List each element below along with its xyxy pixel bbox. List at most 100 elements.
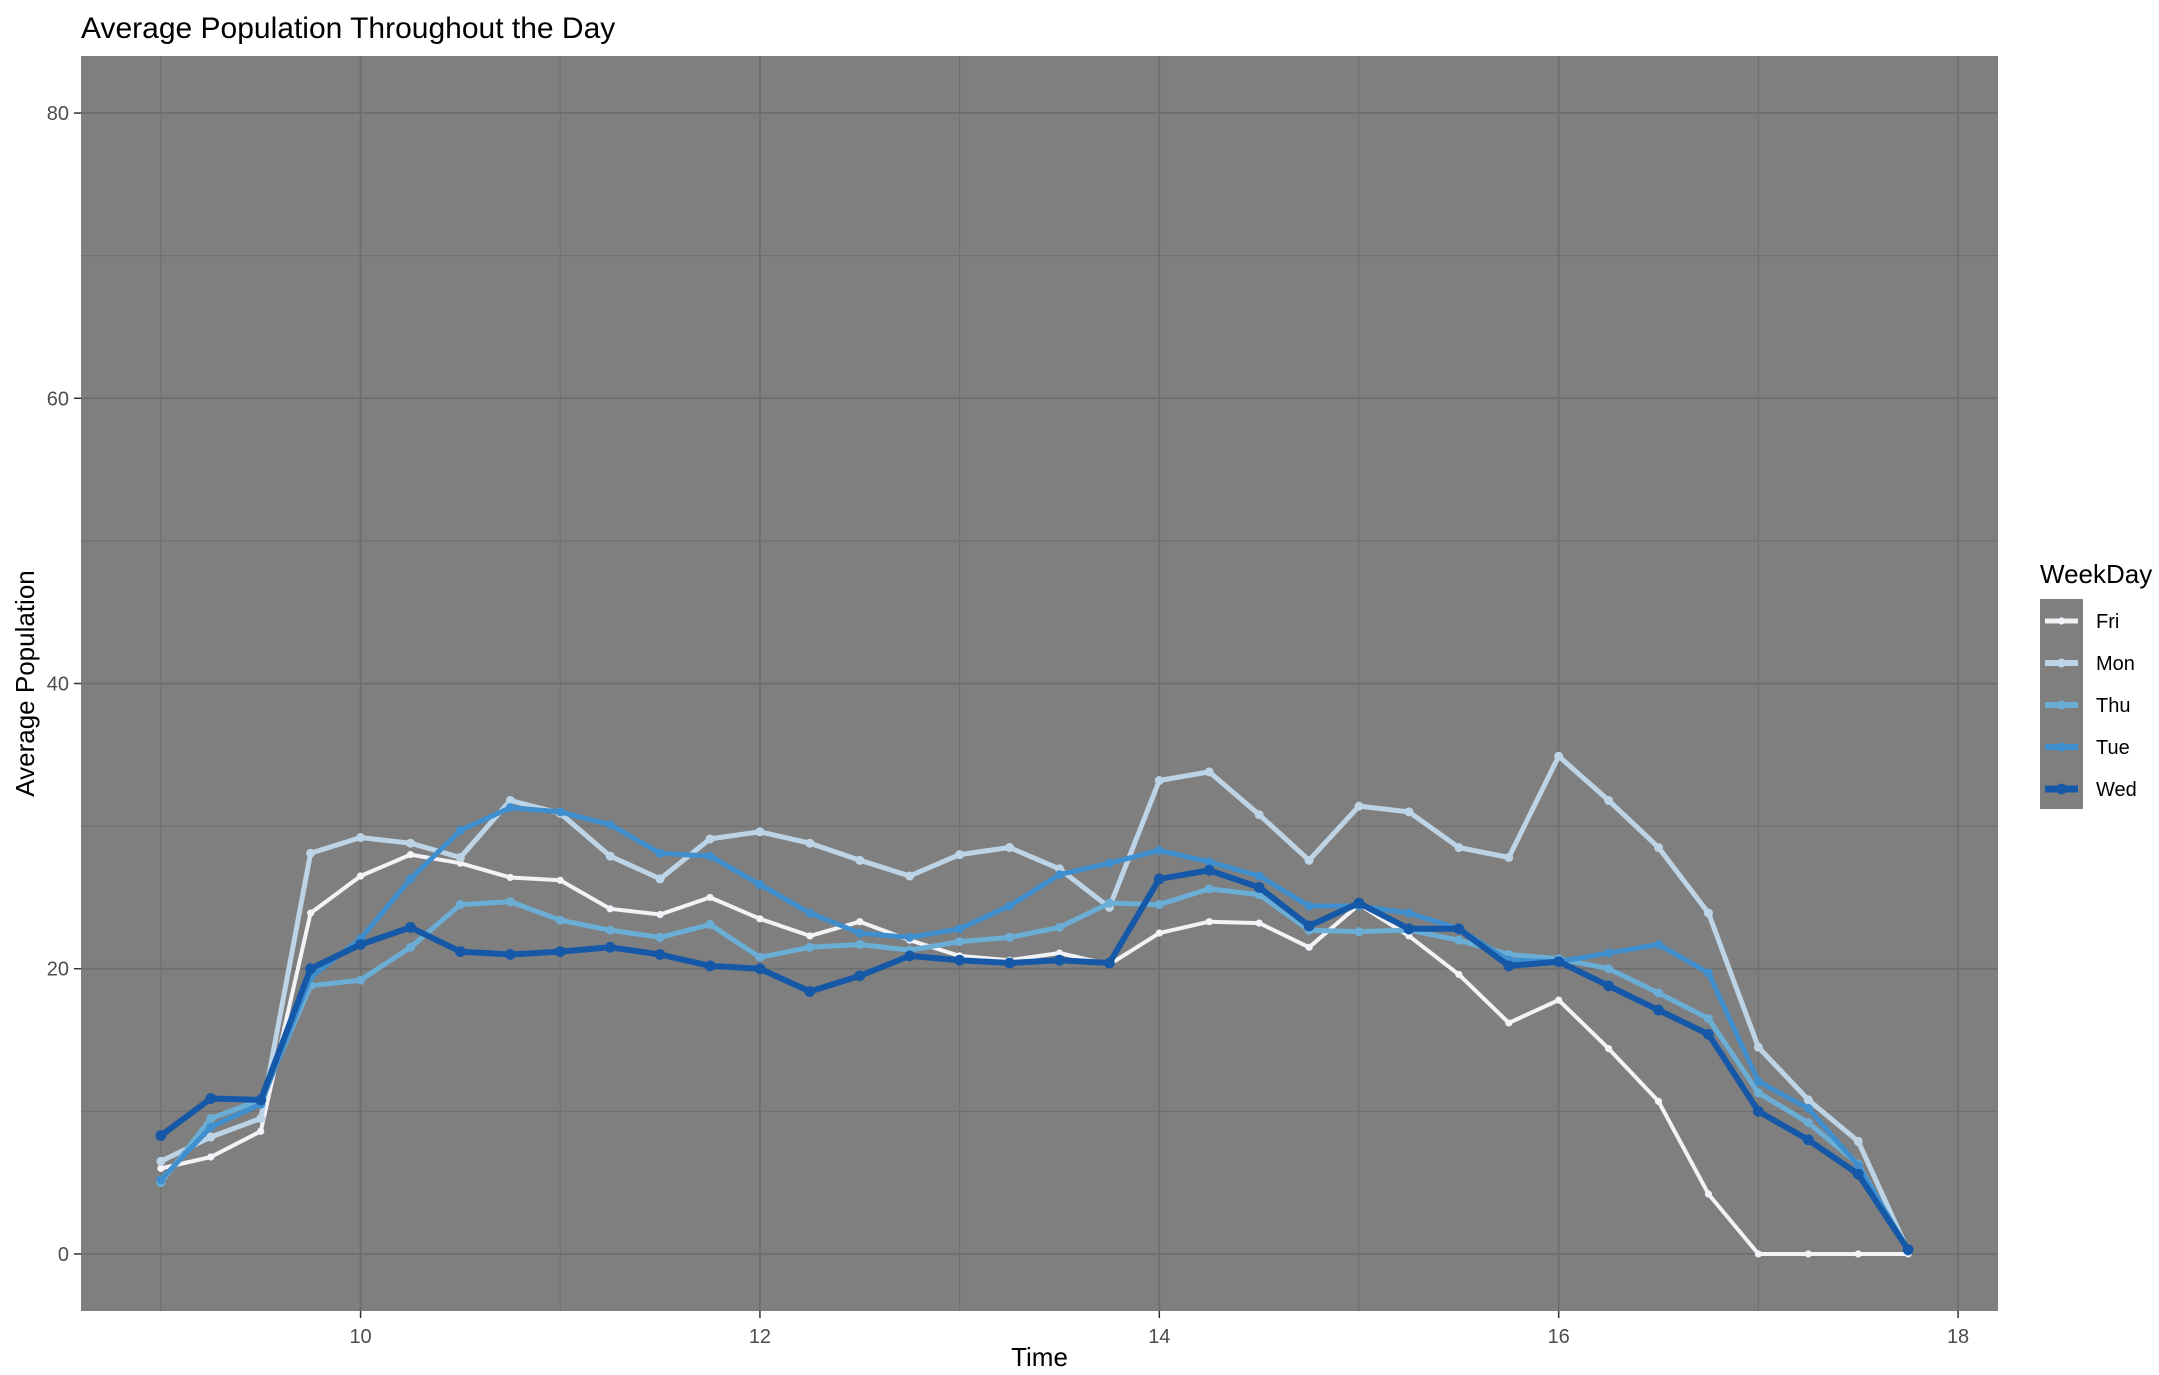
data-point-wed — [1103, 957, 1115, 969]
data-point-mon — [855, 855, 865, 865]
data-point-tue — [605, 820, 615, 830]
data-point-wed — [1153, 873, 1165, 885]
data-point-wed — [554, 946, 566, 958]
data-point-fri — [257, 1127, 265, 1135]
data-point-mon — [1254, 810, 1264, 820]
data-point-wed — [255, 1094, 267, 1106]
data-point-thu — [1604, 964, 1614, 974]
legend-items: Fri Mon Thu Tue Wed — [2045, 611, 2137, 801]
data-point-wed — [504, 949, 516, 960]
data-point-mon — [505, 795, 515, 805]
series-mon — [156, 751, 1913, 1256]
legend-title: WeekDay — [2040, 559, 2152, 589]
data-point-mon — [905, 871, 915, 881]
data-point-fri — [307, 909, 315, 917]
data-point-wed — [604, 941, 616, 953]
data-point-fri — [1804, 1250, 1812, 1258]
data-point-fri — [1605, 1044, 1613, 1053]
data-point-wed — [704, 960, 716, 972]
data-point-mon — [1005, 843, 1015, 853]
data-point-thu — [655, 932, 665, 942]
data-point-fri — [506, 873, 514, 882]
data-point-fri — [1854, 1250, 1862, 1258]
data-point-wed — [1802, 1134, 1814, 1146]
data-point-thu — [1753, 1088, 1763, 1098]
data-point-mon — [1654, 843, 1664, 853]
series-fri — [157, 851, 1912, 1258]
data-point-fri — [756, 915, 764, 923]
data-point-tue — [1154, 845, 1164, 855]
series-line-mon — [158, 753, 1911, 1254]
data-point-tue — [405, 874, 415, 884]
data-point-mon — [1304, 855, 1314, 865]
legend-key-point — [2057, 617, 2066, 625]
y-tick-label: 80 — [47, 103, 69, 125]
data-point-wed — [1453, 923, 1465, 935]
data-point-tue — [905, 932, 915, 942]
data-point-mon — [356, 833, 366, 843]
data-point-fri — [1055, 949, 1064, 957]
data-point-thu — [1054, 922, 1064, 932]
data-point-thu — [1154, 900, 1164, 910]
data-point-fri — [207, 1153, 215, 1161]
y-axis-title: Average Population — [10, 570, 40, 796]
data-point-tue — [455, 825, 465, 835]
data-point-mon — [1853, 1136, 1863, 1146]
data-point-wed — [1303, 920, 1315, 932]
data-point-mon — [156, 1156, 166, 1166]
data-point-tue — [555, 807, 565, 817]
data-point-thu — [206, 1113, 216, 1123]
data-point-mon — [605, 851, 615, 861]
legend-item-mon: Mon — [2045, 653, 2135, 675]
data-point-thu — [1354, 927, 1364, 937]
data-point-mon — [1204, 767, 1214, 777]
data-point-fri — [706, 893, 714, 902]
series-layer — [155, 751, 1914, 1258]
data-point-wed — [1752, 1105, 1764, 1117]
series-line-wed — [157, 867, 1912, 1253]
data-point-tue — [705, 851, 715, 861]
data-point-mon — [405, 838, 415, 848]
data-point-thu — [1703, 1014, 1713, 1024]
data-point-mon — [1154, 775, 1164, 785]
data-point-tue — [755, 880, 765, 890]
data-point-fri — [1255, 919, 1263, 927]
data-point-thu — [555, 915, 565, 925]
series-line-thu — [158, 886, 1911, 1254]
data-point-mon — [1354, 801, 1364, 811]
data-point-mon — [1703, 908, 1713, 918]
data-point-wed — [1553, 956, 1565, 967]
x-tick-label: 12 — [749, 1326, 771, 1348]
data-point-fri — [1155, 929, 1163, 937]
data-point-thu — [1803, 1118, 1813, 1128]
data-point-wed — [1902, 1244, 1914, 1256]
legend: WeekDay Fri Mon Thu Tue Wed — [2040, 559, 2152, 809]
data-point-tue — [1404, 908, 1414, 918]
data-point-mon — [755, 827, 765, 837]
data-point-fri — [856, 918, 864, 926]
data-point-fri — [656, 910, 664, 919]
data-point-wed — [1503, 960, 1515, 972]
data-point-thu — [705, 920, 715, 930]
y-tick-label: 0 — [58, 1244, 69, 1266]
data-point-fri — [1455, 970, 1463, 979]
y-tick-label: 60 — [47, 388, 69, 410]
legend-key-point — [2057, 700, 2066, 710]
data-point-wed — [1852, 1168, 1864, 1180]
data-point-tue — [1104, 858, 1114, 868]
data-point-fri — [356, 872, 365, 880]
data-point-tue — [1654, 939, 1664, 949]
data-point-wed — [854, 970, 866, 982]
legend-item-wed: Wed — [2045, 779, 2137, 801]
data-point-fri — [1654, 1097, 1663, 1105]
data-point-tue — [1753, 1076, 1763, 1086]
series-line-fri — [158, 852, 1911, 1256]
legend-label: Fri — [2096, 611, 2119, 633]
data-point-thu — [805, 942, 815, 952]
x-tick-label: 14 — [1148, 1326, 1170, 1348]
data-point-tue — [1005, 901, 1015, 911]
data-point-thu — [1204, 884, 1214, 894]
data-point-mon — [1604, 795, 1614, 805]
